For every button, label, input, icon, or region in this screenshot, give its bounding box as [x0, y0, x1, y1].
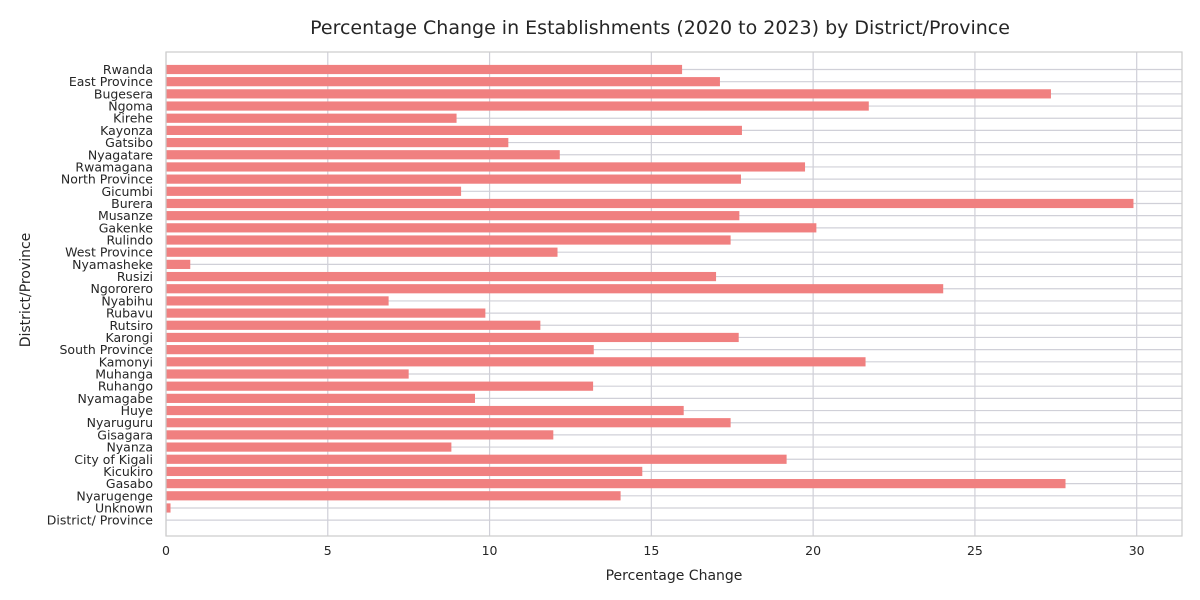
y-tick-label: Gakenke — [99, 220, 154, 235]
x-tick-label: 30 — [1129, 543, 1145, 558]
bar-nyarugenge — [166, 491, 621, 501]
y-tick-label: Rwanda — [103, 62, 153, 77]
bar-nyamagabe — [166, 393, 476, 403]
y-tick-label: South Province — [60, 342, 154, 357]
x-tick-label: 5 — [324, 543, 332, 558]
bar-ngoma — [166, 101, 869, 111]
bar-kayonza — [166, 125, 742, 135]
bar-gatsibo — [166, 137, 509, 148]
y-tick-label: Rulindo — [107, 233, 154, 248]
bar-nyagatare — [166, 150, 560, 160]
y-tick-label: Ruhango — [98, 379, 153, 394]
bar-south-province — [166, 345, 594, 355]
bar-unknown — [166, 503, 171, 513]
y-tick-label: Gicumbi — [101, 184, 153, 199]
bar-gisagara — [166, 430, 554, 440]
bar-gasabo — [166, 479, 1066, 489]
bar-nyaruguru — [166, 418, 731, 428]
bar-kamonyi — [166, 357, 866, 367]
y-tick-label: West Province — [65, 245, 153, 260]
bar-gakenke — [166, 223, 817, 233]
y-tick-label: Kayonza — [100, 123, 153, 138]
y-tick-label: City of Kigali — [74, 452, 153, 467]
bar-bugesera — [166, 89, 1051, 99]
bar-gicumbi — [166, 186, 462, 196]
bar-nyamasheke — [166, 259, 191, 269]
y-tick-label: Nyaruguru — [87, 415, 153, 430]
y-tick-label: District/ Province — [47, 513, 154, 528]
chart-title: Percentage Change in Establishments (202… — [310, 17, 1010, 39]
y-tick-label: Unknown — [95, 500, 153, 515]
y-tick-label: East Province — [69, 74, 153, 89]
y-tick-label: Nyarugenge — [76, 488, 153, 503]
bar-nyanza — [166, 442, 452, 452]
y-tick-label: Bugesera — [94, 86, 153, 101]
y-tick-label: Ngoma — [108, 99, 153, 114]
bar-karongi — [166, 332, 739, 343]
y-tick-label: Gatsibo — [105, 135, 153, 150]
y-tick-label: Gisagara — [97, 427, 153, 442]
x-tick-label: 0 — [162, 543, 170, 558]
x-tick-labels: 0 5 10 15 20 25 30 — [162, 543, 1145, 558]
x-axis-label: Percentage Change — [606, 568, 743, 584]
bar-rusizi — [166, 271, 717, 282]
bar-kirehe — [166, 113, 457, 123]
bar-ruhango — [166, 381, 594, 391]
bar-nyabihu — [166, 296, 389, 306]
x-tick-label: 15 — [643, 543, 659, 558]
bar-rubavu — [166, 308, 486, 318]
y-tick-label: Rusizi — [117, 269, 153, 284]
x-tick-label: 20 — [805, 543, 821, 558]
y-tick-label: Kicukiro — [103, 464, 153, 479]
y-tick-label: Nyagatare — [88, 147, 153, 162]
y-axis-label: District/Province — [18, 233, 34, 348]
bar-muhanga — [166, 369, 409, 379]
bar-kicukiro — [166, 466, 643, 477]
bar-rulindo — [166, 235, 731, 245]
y-tick-label: Karongi — [106, 330, 153, 345]
y-tick-label: Musanze — [98, 208, 153, 223]
bar-ngororero — [166, 284, 944, 294]
bars-group — [166, 64, 1134, 513]
bar-burera — [166, 198, 1134, 209]
y-tick-label: Rwamagana — [75, 159, 153, 174]
y-tick-label: Kirehe — [113, 111, 153, 126]
y-tick-label: Burera — [111, 196, 153, 211]
bar-huye — [166, 405, 684, 416]
bar-rwanda — [166, 64, 683, 75]
y-tick-label: Nyabihu — [101, 293, 153, 308]
y-tick-label: North Province — [61, 172, 153, 187]
bar-north-province — [166, 174, 741, 184]
bar-musanze — [166, 211, 740, 221]
plot-frame — [165, 51, 1183, 537]
y-tick-label: Huye — [121, 403, 154, 418]
y-tick-label: Muhanga — [95, 367, 153, 382]
y-tick-label: Nyanza — [106, 440, 153, 455]
y-tick-label: Ngororero — [90, 281, 153, 296]
x-tick-label: 10 — [482, 543, 498, 558]
x-tick-label: 25 — [967, 543, 983, 558]
y-tick-label: Nyamagabe — [78, 391, 154, 406]
bar-rwamagana — [166, 162, 806, 172]
y-tick-label: Rutsiro — [110, 318, 153, 333]
bar-east-province — [166, 77, 720, 87]
bar-rutsiro — [166, 320, 541, 330]
bar-city-of-kigali — [166, 454, 787, 464]
y-tick-label: Kamonyi — [99, 354, 153, 369]
y-tick-label: Rubavu — [106, 306, 153, 321]
y-tick-label: Gasabo — [106, 476, 153, 491]
y-tick-label: Nyamasheke — [72, 257, 153, 272]
bar-west-province — [166, 247, 558, 257]
